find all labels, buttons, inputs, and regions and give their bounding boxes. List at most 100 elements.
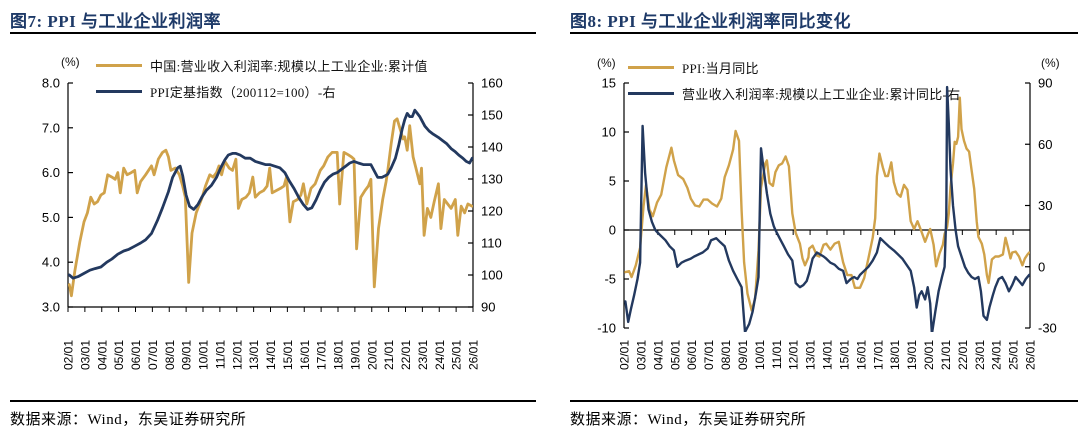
x-tick-label: 10/01 — [197, 340, 211, 370]
gold-line-marker-icon — [628, 65, 674, 69]
figure-7-footer-rule — [10, 400, 536, 402]
navy-line-marker-icon — [96, 89, 142, 93]
legend-item-profit-margin: 中国:营业收入利润率:规模以上工业企业:累计值 — [96, 52, 428, 78]
x-tick-label: 22/01 — [399, 340, 413, 370]
left-y-tick-label: 6.0 — [42, 165, 60, 180]
x-tick-label: 19/01 — [348, 340, 362, 370]
left-y-tick-label: 3.0 — [42, 300, 60, 315]
x-tick-label: 15/01 — [281, 340, 295, 370]
left-y-tick-label: 7.0 — [42, 120, 60, 135]
figure-7-title: 图7: PPI 与工业企业利润率 — [10, 12, 222, 31]
x-tick-label: 23/01 — [973, 340, 987, 370]
right-y-tick-label: 130 — [481, 172, 503, 187]
x-tick-label: 05/01 — [112, 340, 126, 370]
x-tick-label: 14/01 — [821, 340, 835, 370]
x-tick-label: 02/01 — [62, 340, 76, 370]
x-tick-label: 05/01 — [668, 340, 682, 370]
series-line — [68, 108, 473, 280]
right-y-tick-label: 90 — [1038, 76, 1052, 91]
x-tick-label: 03/01 — [78, 340, 92, 370]
x-tick-label: 16/01 — [854, 340, 868, 370]
x-tick-label: 16/01 — [298, 340, 312, 370]
right-y-tick-label: 160 — [481, 76, 503, 91]
figure-8-legend: PPI:当月同比 营业收入利润率:规模以上工业企业:累计同比-右 — [628, 54, 960, 106]
figure-8-title-rule — [570, 32, 1078, 34]
gold-line-marker-icon — [96, 63, 142, 67]
figure-7-source-note: 数据来源：Wind，东吴证券研究所 — [10, 412, 247, 428]
x-tick-label: 24/01 — [433, 340, 447, 370]
x-tick-label: 13/01 — [804, 340, 818, 370]
x-tick-label: 09/01 — [180, 340, 194, 370]
figure-7-title-rule — [10, 32, 536, 34]
right-y-tick-label: 90 — [481, 300, 495, 315]
x-tick-label: 25/01 — [450, 340, 464, 370]
right-y-tick-label: 60 — [1038, 137, 1052, 152]
x-tick-label: 17/01 — [871, 340, 885, 370]
figure-7-panel: 图7: PPI 与工业企业利润率 (%) 中国:营业收入利润率:规模以上工业企业… — [10, 12, 536, 428]
x-tick-label: 12/01 — [787, 340, 801, 370]
x-tick-label: 15/01 — [837, 340, 851, 370]
x-tick-label: 03/01 — [634, 340, 648, 370]
x-tick-label: 08/01 — [163, 340, 177, 370]
right-y-tick-label: 150 — [481, 108, 503, 123]
x-tick-label: 08/01 — [719, 340, 733, 370]
x-tick-label: 10/01 — [753, 340, 767, 370]
left-y-tick-label: 10 — [602, 125, 616, 140]
left-y-tick-label: 5.0 — [42, 210, 60, 225]
x-tick-label: 04/01 — [95, 340, 109, 370]
legend-label-margin-yoy: 营业收入利润率:规模以上工业企业:累计同比-右 — [682, 86, 961, 102]
x-tick-label: 07/01 — [702, 340, 716, 370]
left-y-tick-label: -5 — [604, 272, 616, 287]
legend-item-ppi-yoy: PPI:当月同比 — [628, 54, 960, 80]
x-tick-label: 18/01 — [888, 340, 902, 370]
x-tick-label: 06/01 — [129, 340, 143, 370]
x-tick-label: 25/01 — [1007, 340, 1021, 370]
figure-8-source-note: 数据来源：Wind，东吴证券研究所 — [570, 412, 807, 428]
legend-label-profit-margin: 中国:营业收入利润率:规模以上工业企业:累计值 — [150, 58, 428, 74]
x-tick-label: 20/01 — [365, 340, 379, 370]
left-axis-unit-label: (%) — [597, 56, 616, 70]
right-y-tick-label: 110 — [481, 236, 502, 251]
navy-line-marker-icon — [628, 91, 674, 95]
legend-label-ppi-yoy: PPI:当月同比 — [682, 60, 759, 76]
ppi-profit-margin-line-chart: 8.0 7.0 6.0 5.0 4.0 3.0 160 150 140 130 120 110 100 9… — [42, 76, 503, 371]
right-y-tick-label: 0 — [1038, 259, 1045, 274]
left-axis-unit-label: (%) — [61, 55, 80, 69]
x-tick-label: 11/01 — [770, 340, 784, 369]
x-tick-label: 07/01 — [146, 340, 160, 370]
x-tick-label: 17/01 — [315, 340, 329, 370]
x-tick-label: 26/01 — [467, 340, 481, 370]
x-tick-label: 21/01 — [382, 340, 396, 370]
left-y-tick-label: -10 — [597, 321, 616, 336]
ppi-yoy-line-chart: 15 10 5 0 -5 -10 90 60 30 0 -30 02/01 03/01 04/01 05/0… — [597, 76, 1057, 371]
right-y-tick-label: 100 — [481, 268, 503, 283]
left-y-tick-label: 8.0 — [42, 76, 60, 91]
x-tick-label: 09/01 — [736, 340, 750, 370]
right-y-tick-label: -30 — [1038, 321, 1057, 336]
right-y-tick-label: 30 — [1038, 198, 1052, 213]
right-axis-unit-label: (%) — [1041, 56, 1060, 70]
right-y-tick-label: 120 — [481, 204, 503, 219]
x-tick-label: 06/01 — [685, 340, 699, 370]
legend-label-ppi-index: PPI定基指数（200112=100）-右 — [150, 84, 336, 100]
left-y-tick-label: 5 — [609, 174, 616, 189]
left-y-tick-label: 0 — [609, 223, 616, 238]
left-y-tick-label: 15 — [602, 76, 616, 91]
x-tick-label: 26/01 — [1024, 340, 1038, 370]
figure-8-panel: 图8: PPI 与工业企业利润率同比变化 (%) (%) PPI:当月同比 营业… — [540, 0, 1080, 442]
x-tick-label: 18/01 — [332, 340, 346, 370]
series-line — [68, 117, 473, 298]
left-y-tick-label: 4.0 — [42, 255, 60, 270]
x-tick-label: 11/01 — [213, 340, 227, 369]
x-tick-label: 13/01 — [247, 340, 261, 370]
x-tick-label: 14/01 — [264, 340, 278, 370]
series-line — [624, 85, 1030, 332]
x-tick-label: 21/01 — [939, 340, 953, 370]
figure-7-legend: 中国:营业收入利润率:规模以上工业企业:累计值 PPI定基指数（200112=1… — [96, 52, 428, 104]
x-tick-label: 02/01 — [618, 340, 632, 370]
series-line — [624, 96, 1030, 312]
x-tick-label: 23/01 — [416, 340, 430, 370]
right-y-tick-label: 140 — [481, 140, 503, 155]
x-tick-label: 20/01 — [922, 340, 936, 370]
figure-8-title: 图8: PPI 与工业企业利润率同比变化 — [570, 12, 852, 31]
